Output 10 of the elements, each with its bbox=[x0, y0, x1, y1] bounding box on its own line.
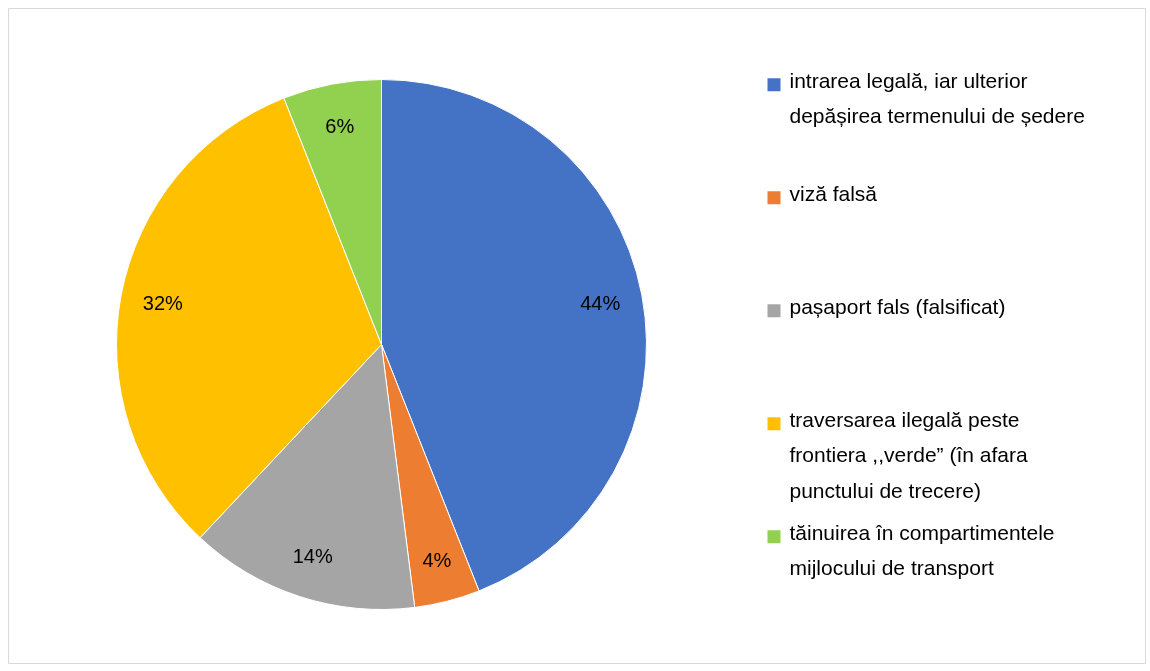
legend-label: tăinuirea în compartimentele mijlocului de transport bbox=[789, 520, 1055, 580]
data-label: 14% bbox=[292, 545, 333, 568]
legend-label: viză falsă bbox=[789, 181, 878, 205]
legend-label: traversarea ilegală peste frontiera ,,verde” (în afara punctului de trecere) bbox=[789, 407, 1028, 502]
legend-label: intrarea legală, iar ulterior depășirea termenului de ședere bbox=[789, 68, 1085, 128]
legend-label: pașaport fals (falsificat) bbox=[789, 294, 1006, 318]
data-label: 32% bbox=[142, 291, 184, 314]
data-label: 6% bbox=[325, 114, 355, 137]
data-label: 4% bbox=[422, 549, 452, 572]
data-label: 44% bbox=[580, 291, 621, 314]
